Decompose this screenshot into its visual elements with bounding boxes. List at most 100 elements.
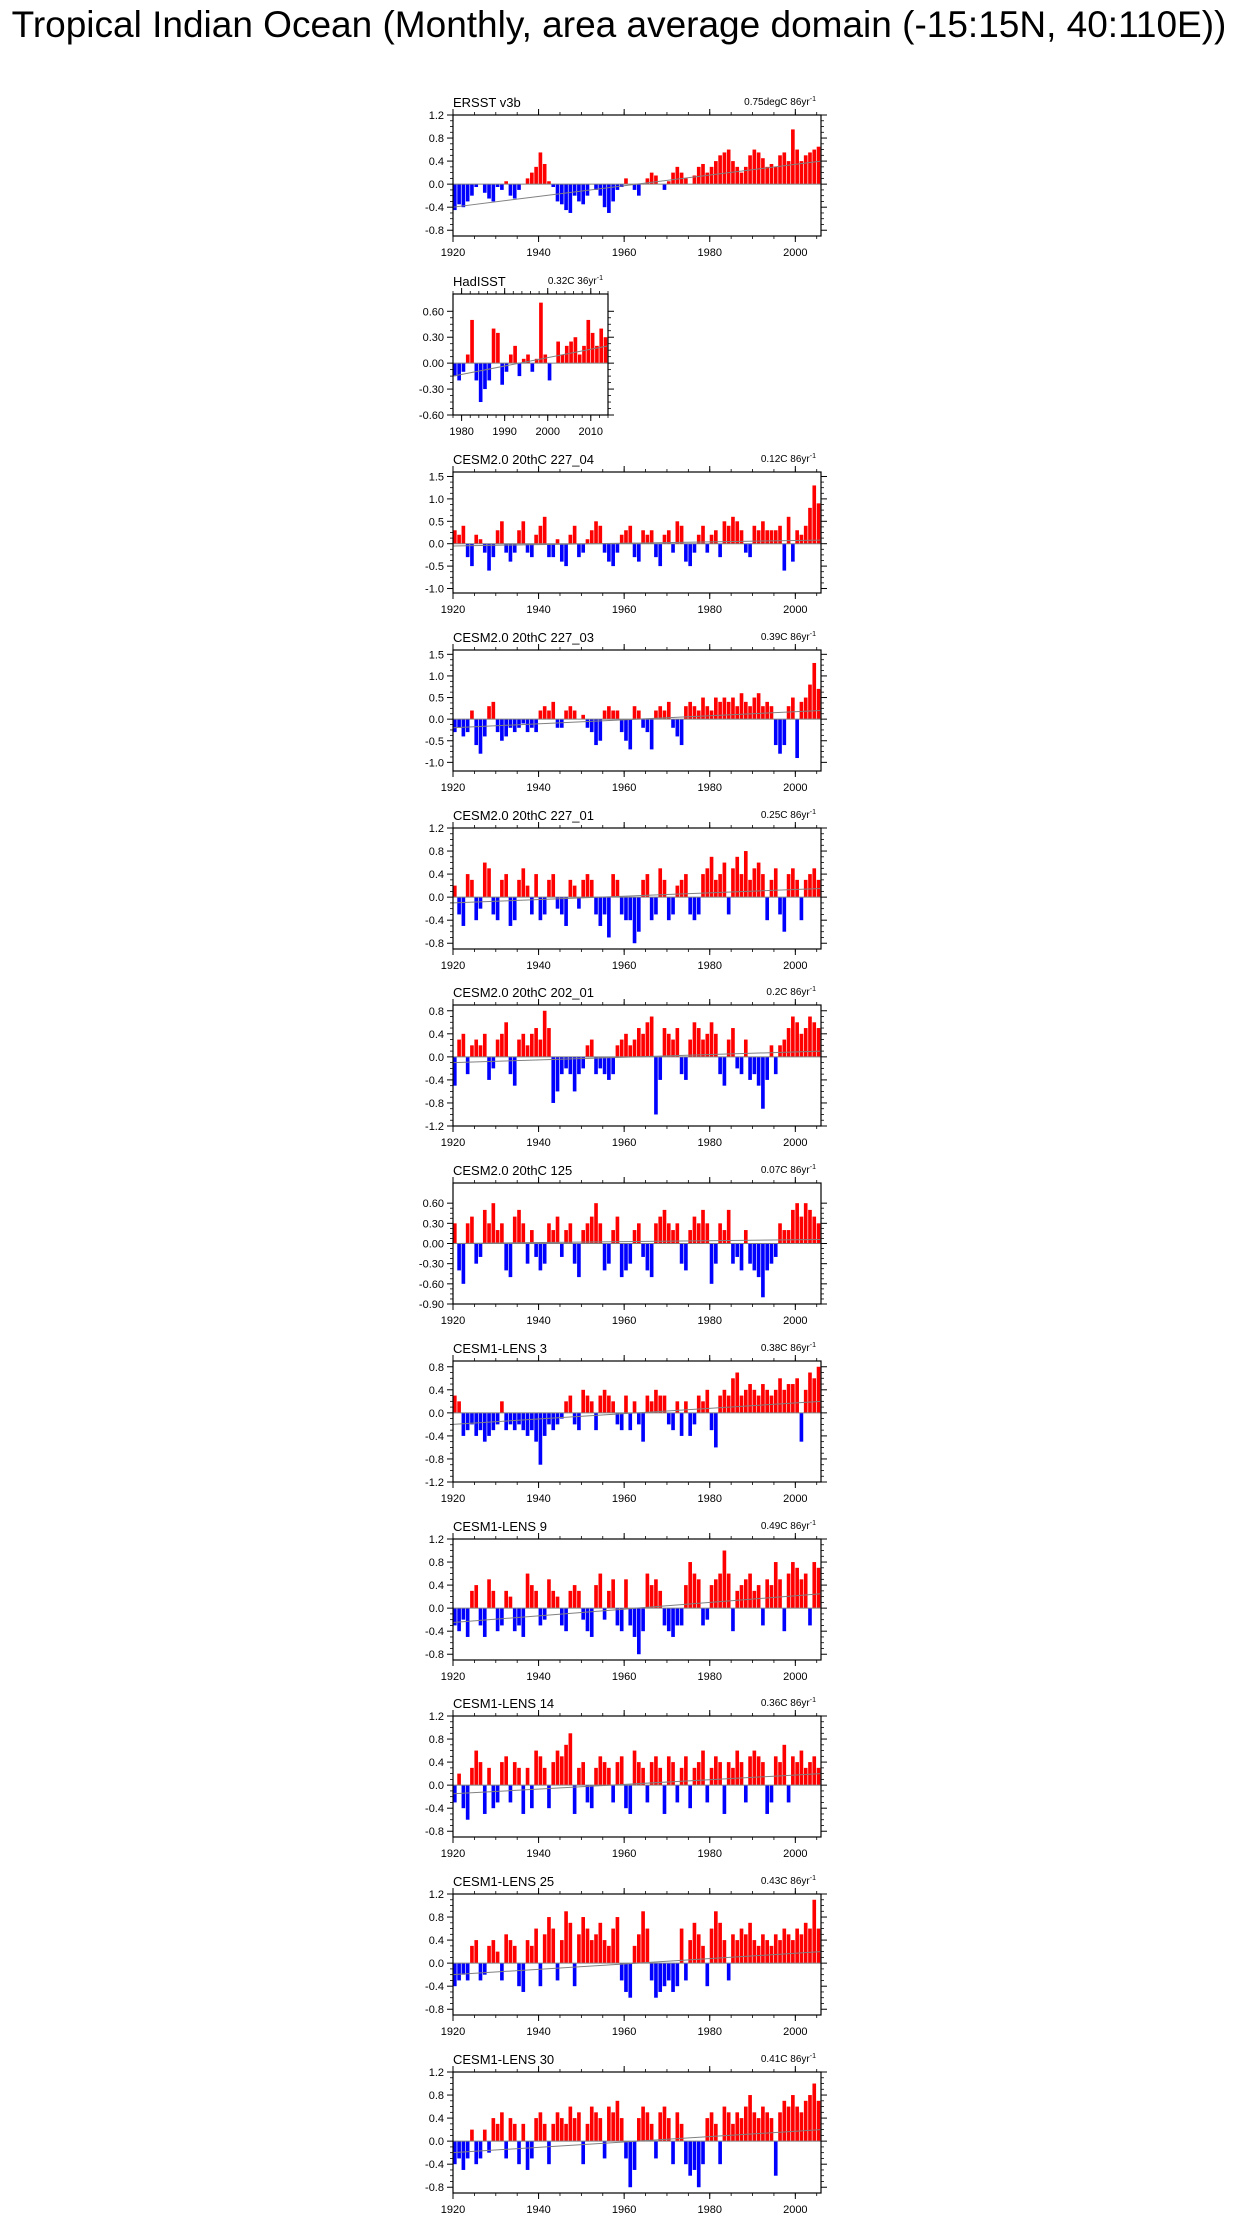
data-bar (718, 1056, 722, 1075)
data-bar (525, 1767, 530, 1786)
data-bar (799, 1216, 804, 1244)
data-bar (534, 1750, 538, 1786)
data-bar (517, 530, 521, 544)
data-bar (585, 719, 590, 728)
data-bar (615, 1216, 620, 1244)
data-bar (508, 2118, 513, 2142)
data-bar (752, 149, 757, 185)
data-bar (666, 1756, 671, 1786)
data-bar (560, 354, 565, 364)
data-bar (782, 1744, 787, 1786)
data-bar (577, 354, 582, 364)
data-bar (752, 868, 757, 898)
plot-frame (452, 1360, 822, 1483)
data-bar (491, 1940, 496, 1964)
data-bar (765, 2112, 770, 2142)
data-bar (714, 1756, 718, 1786)
data-bar (500, 1033, 504, 1057)
data-bar (517, 2141, 521, 2165)
data-bar (526, 354, 530, 364)
data-bar (594, 1203, 598, 1244)
trend-label: 0.49C 86yr-1 (761, 1520, 816, 1532)
plot-frame (452, 2071, 822, 2194)
data-bar (474, 2141, 479, 2165)
data-bar (517, 879, 521, 898)
data-bar (585, 2123, 590, 2142)
panel-title: CESM1-LENS 14 (453, 1696, 554, 1711)
data-bar (769, 1785, 774, 1803)
data-bar (594, 1412, 598, 1431)
data-bar (607, 1243, 611, 1264)
y-tick-label: -0.4 (425, 2159, 444, 2171)
data-bar (739, 1762, 744, 1786)
data-bar (761, 521, 765, 544)
data-bar (628, 1243, 633, 1264)
data-bar (504, 543, 508, 553)
data-bar (495, 1230, 500, 1244)
data-bar (752, 1056, 757, 1075)
data-bar (461, 2141, 466, 2170)
data-bar (538, 525, 543, 544)
data-bar (692, 1767, 697, 1786)
data-bar (586, 319, 591, 364)
data-bar (799, 534, 804, 544)
x-tick-label: 1920 (441, 2204, 465, 2216)
data-bar (675, 1608, 680, 1626)
y-tick-label: -1.0 (425, 757, 444, 769)
data-bar (641, 879, 645, 898)
data-bar (504, 181, 508, 185)
data-bar (684, 178, 688, 185)
data-bar (773, 1934, 778, 1964)
data-bar (684, 1243, 688, 1271)
data-bar (624, 719, 628, 741)
data-bar (709, 534, 714, 544)
data-bar (589, 719, 594, 733)
data-bar (482, 184, 487, 193)
data-bar (696, 1579, 701, 1609)
data-bar (615, 1045, 620, 1057)
x-tick-label: 1980 (698, 1315, 722, 1327)
data-bar (508, 1596, 513, 1609)
data-bar (572, 2118, 577, 2142)
data-bar (508, 354, 513, 364)
data-bar (799, 1750, 804, 1786)
data-bar (607, 706, 611, 720)
data-bar (632, 543, 637, 558)
data-bar (465, 874, 470, 898)
data-bar (525, 178, 530, 185)
data-bar (637, 1028, 641, 1057)
data-bar (530, 1785, 534, 1809)
data-bar (581, 1230, 586, 1244)
data-bar (525, 543, 530, 553)
data-bar (709, 1243, 714, 1284)
data-bar (478, 1243, 483, 1257)
data-bar (619, 1608, 624, 1632)
data-bar (675, 719, 680, 737)
data-bar (714, 697, 718, 720)
data-bar (615, 543, 620, 553)
data-bar (487, 706, 491, 720)
x-tick-label: 1940 (526, 2026, 550, 2038)
y-tick-label: 0.5 (429, 693, 444, 705)
data-bar (572, 1412, 577, 1425)
y-tick-label: -0.8 (425, 2004, 444, 2016)
data-bar (559, 897, 564, 915)
data-bar (701, 1750, 705, 1786)
x-tick-label: 2000 (783, 1137, 807, 1149)
data-bar (816, 146, 821, 185)
trend-label-exponent: -1 (597, 275, 603, 282)
data-bar (722, 1550, 727, 1609)
trend-label-exponent: -1 (810, 2053, 816, 2060)
y-tick-label: 0.0 (429, 1052, 444, 1064)
data-bar (500, 2112, 504, 2142)
data-bar (714, 161, 718, 185)
trend-line (452, 1050, 822, 1064)
data-bar (714, 1033, 718, 1057)
x-tick-label: 2000 (783, 1315, 807, 1327)
data-bar (577, 1934, 581, 1964)
data-bar (564, 2123, 568, 2142)
data-bar (696, 534, 701, 544)
data-bar (812, 485, 817, 544)
data-bar (692, 706, 697, 720)
data-bar (598, 897, 603, 926)
